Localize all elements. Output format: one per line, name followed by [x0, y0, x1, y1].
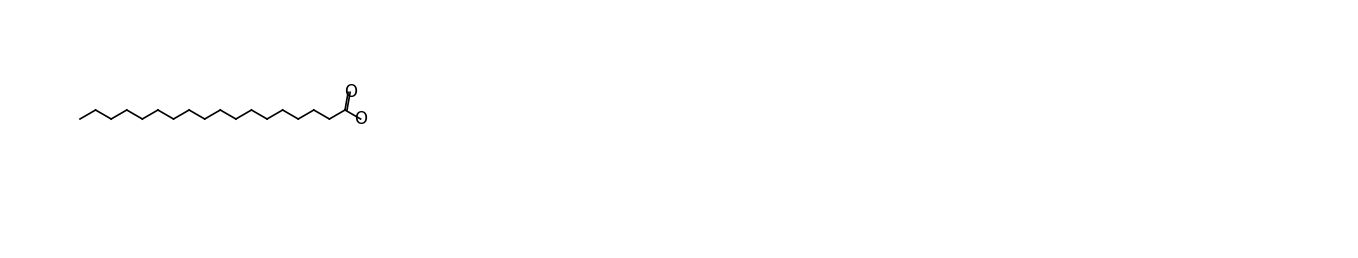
Text: O: O: [344, 83, 357, 101]
Text: O: O: [354, 110, 367, 128]
